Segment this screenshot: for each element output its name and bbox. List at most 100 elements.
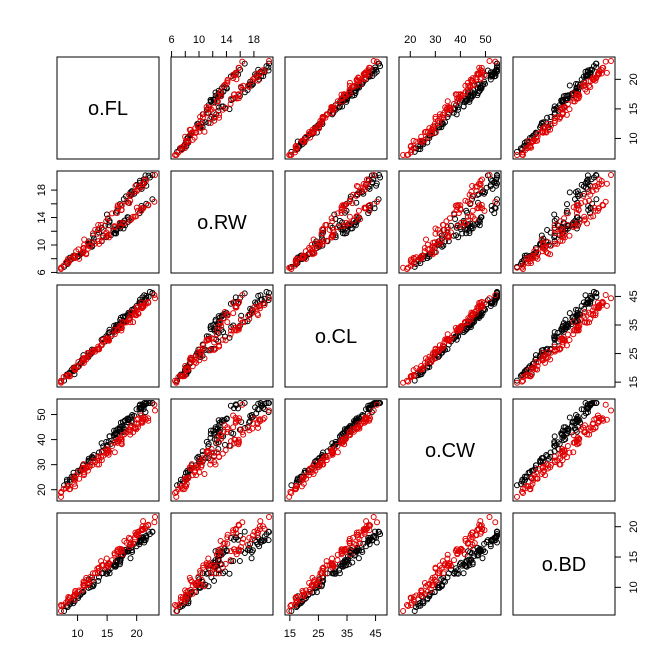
data-point <box>476 311 483 317</box>
data-point <box>339 436 346 443</box>
data-point <box>334 100 341 107</box>
data-point <box>413 365 420 372</box>
data-point <box>455 325 462 332</box>
data-point <box>197 567 204 574</box>
data-point <box>65 594 72 600</box>
tick-label: 20 <box>628 521 640 533</box>
variable-label: o.FL <box>88 98 128 120</box>
data-point <box>408 372 415 379</box>
tick-label: 30 <box>429 34 441 46</box>
panel-1-4 <box>512 170 616 274</box>
data-point <box>309 582 316 588</box>
data-point <box>152 295 158 302</box>
panel-frame <box>284 56 388 160</box>
data-point <box>519 488 525 495</box>
data-point <box>286 608 293 614</box>
data-point <box>217 90 224 97</box>
data-point <box>139 304 146 311</box>
data-point <box>217 432 224 439</box>
data-point <box>118 438 125 445</box>
data-point <box>559 427 566 434</box>
data-point <box>514 379 520 386</box>
data-point <box>481 207 488 214</box>
data-point <box>113 559 120 566</box>
data-point <box>488 203 495 209</box>
data-point <box>355 74 362 81</box>
data-point <box>111 224 118 231</box>
data-point <box>602 292 609 298</box>
data-point <box>349 559 356 566</box>
data-point <box>230 529 237 536</box>
data-point <box>466 562 473 569</box>
data-point <box>235 405 241 412</box>
data-point <box>140 534 147 541</box>
data-point <box>547 114 554 120</box>
panel-0-1 <box>170 56 274 160</box>
data-point <box>173 493 180 500</box>
data-point <box>123 539 130 546</box>
data-point <box>520 377 526 384</box>
data-point <box>265 537 272 544</box>
data-point <box>559 106 566 113</box>
variable-label: o.CL <box>315 326 357 348</box>
data-point <box>573 91 580 98</box>
tick-label: 20 <box>36 484 48 496</box>
data-point <box>457 94 464 101</box>
data-point <box>522 372 529 379</box>
data-point <box>370 514 377 520</box>
data-point <box>239 539 246 546</box>
data-point <box>178 599 185 606</box>
data-point <box>340 91 347 98</box>
data-point <box>566 449 573 456</box>
tick-label: 30 <box>36 459 48 471</box>
data-point <box>590 288 597 295</box>
data-point <box>249 536 256 543</box>
data-point <box>476 521 483 528</box>
data-point <box>463 207 470 214</box>
data-point <box>465 83 472 89</box>
data-point <box>491 204 498 211</box>
data-point <box>537 458 544 465</box>
data-point <box>559 434 566 441</box>
data-point <box>586 197 593 204</box>
data-point <box>73 590 80 597</box>
data-point <box>448 229 454 236</box>
data-point <box>189 590 196 597</box>
data-point <box>219 564 226 571</box>
data-point <box>564 331 571 338</box>
data-point <box>343 219 349 226</box>
data-point <box>486 514 493 520</box>
data-point <box>92 346 99 353</box>
data-point <box>551 438 558 445</box>
data-point <box>127 192 134 199</box>
data-point <box>115 205 122 212</box>
data-point <box>115 436 122 443</box>
data-point <box>79 465 86 472</box>
data-point <box>118 202 125 209</box>
data-point <box>139 205 146 212</box>
data-point <box>58 602 64 608</box>
data-point <box>288 602 295 608</box>
data-point <box>366 207 373 214</box>
data-point <box>230 71 237 78</box>
data-point <box>211 117 218 124</box>
data-point <box>421 136 428 143</box>
data-point <box>514 264 520 271</box>
data-point <box>339 94 346 101</box>
data-point <box>472 532 479 538</box>
data-point <box>257 292 264 299</box>
data-point <box>236 558 243 564</box>
data-point <box>288 152 295 158</box>
data-point <box>548 349 554 356</box>
data-point <box>334 449 341 456</box>
tick-label: 50 <box>36 408 48 420</box>
data-point <box>92 226 99 233</box>
data-point <box>559 226 566 233</box>
data-point <box>63 599 69 606</box>
data-point <box>218 326 225 333</box>
data-point <box>371 205 378 212</box>
data-point <box>559 457 566 464</box>
data-point <box>340 438 347 445</box>
data-point <box>486 295 493 302</box>
data-point <box>178 372 185 379</box>
